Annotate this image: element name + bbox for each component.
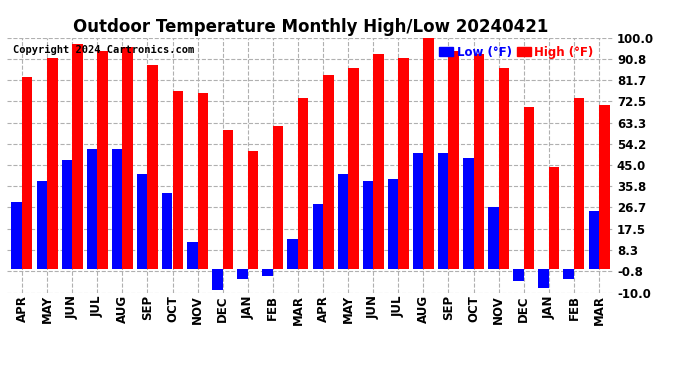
Bar	[564, 269, 574, 279]
Bar	[538, 269, 549, 288]
Bar	[323, 75, 333, 269]
Bar	[363, 181, 373, 269]
Bar	[373, 54, 384, 269]
Bar	[288, 239, 298, 269]
Bar	[488, 207, 499, 269]
Bar	[122, 47, 133, 269]
Legend: Low (°F), High (°F): Low (°F), High (°F)	[437, 44, 596, 61]
Bar	[47, 58, 57, 269]
Bar	[162, 193, 172, 269]
Bar	[313, 204, 323, 269]
Bar	[499, 68, 509, 269]
Bar	[574, 98, 584, 269]
Bar	[448, 51, 459, 269]
Bar	[12, 202, 22, 269]
Title: Outdoor Temperature Monthly High/Low 20240421: Outdoor Temperature Monthly High/Low 202…	[73, 18, 548, 36]
Bar	[413, 153, 424, 269]
Bar	[438, 153, 449, 269]
Bar	[463, 158, 473, 269]
Bar	[212, 269, 223, 290]
Bar	[473, 54, 484, 269]
Bar	[22, 77, 32, 269]
Bar	[388, 179, 398, 269]
Bar	[424, 38, 434, 269]
Bar	[513, 269, 524, 281]
Bar	[172, 91, 183, 269]
Bar	[197, 93, 208, 269]
Bar	[337, 174, 348, 269]
Bar	[72, 45, 83, 269]
Text: Copyright 2024 Cartronics.com: Copyright 2024 Cartronics.com	[13, 45, 194, 55]
Bar	[223, 130, 233, 269]
Bar	[348, 68, 359, 269]
Bar	[273, 126, 284, 269]
Bar	[398, 58, 409, 269]
Bar	[524, 107, 534, 269]
Bar	[237, 269, 248, 279]
Bar	[187, 242, 197, 269]
Bar	[97, 51, 108, 269]
Bar	[549, 167, 560, 269]
Bar	[248, 151, 258, 269]
Bar	[61, 160, 72, 269]
Bar	[148, 65, 158, 269]
Bar	[112, 149, 122, 269]
Bar	[37, 181, 47, 269]
Bar	[87, 149, 97, 269]
Bar	[262, 269, 273, 276]
Bar	[599, 105, 609, 269]
Bar	[298, 98, 308, 269]
Bar	[589, 211, 599, 269]
Bar	[137, 174, 148, 269]
